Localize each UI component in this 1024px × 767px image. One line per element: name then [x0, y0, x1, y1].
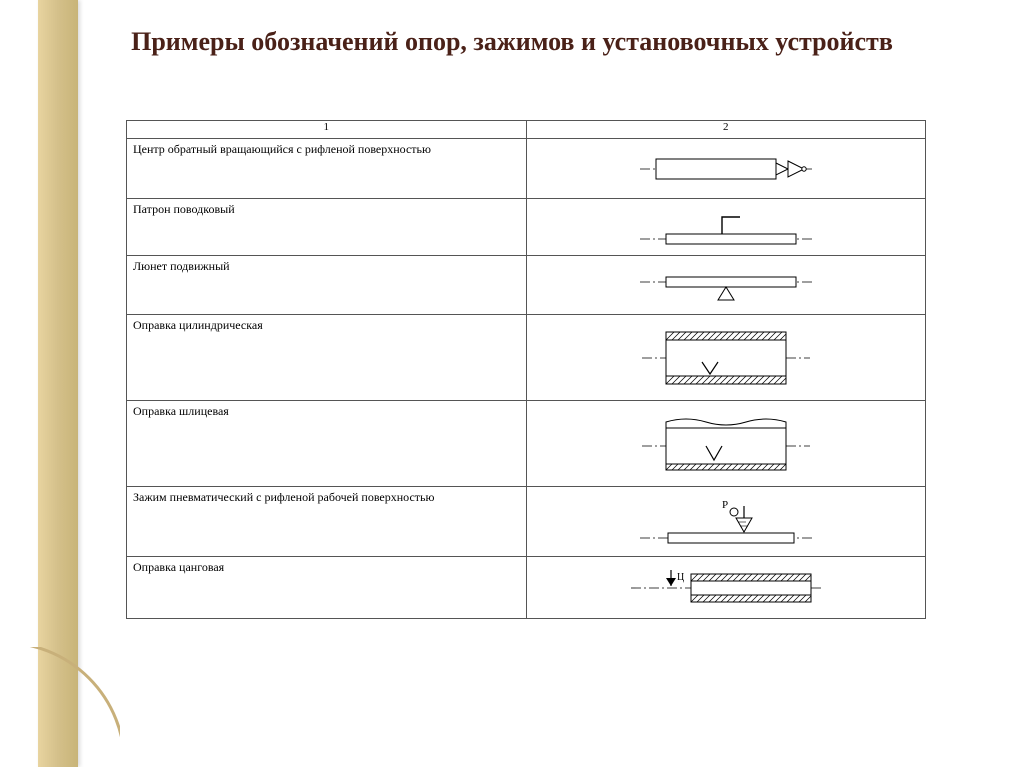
row-description: Патрон поводковый [127, 199, 527, 256]
slide-title: Примеры обозначений опор, зажимов и уста… [0, 0, 1024, 73]
row-description: Люнет подвижный [127, 256, 527, 315]
svg-text:P: P [722, 499, 728, 511]
row-symbol [526, 315, 926, 401]
corner-arc-decoration [0, 647, 120, 767]
svg-text:Ц: Ц [677, 572, 684, 583]
table-row: Оправка шлицевая [127, 401, 926, 487]
row-symbol [526, 256, 926, 315]
row-symbol: P [526, 487, 926, 557]
row-symbol: Ц [526, 557, 926, 619]
table-row: Оправка цилиндрическая [127, 315, 926, 401]
table-row: Оправка цанговая Ц [127, 557, 926, 619]
row-description: Оправка цилиндрическая [127, 315, 527, 401]
col-header-1: 1 [127, 121, 527, 139]
col-header-2: 2 [526, 121, 926, 139]
table-row: Патрон поводковый [127, 199, 926, 256]
symbols-table-wrap: 1 2 Центр обратный вращающийся с рифлено… [126, 120, 926, 619]
row-symbol [526, 139, 926, 199]
row-description: Зажим пневматический с рифленой рабочей … [127, 487, 527, 557]
table-row: Люнет подвижный [127, 256, 926, 315]
table-row: Зажим пневматический с рифленой рабочей … [127, 487, 926, 557]
row-description: Оправка цанговая [127, 557, 527, 619]
table-row: Центр обратный вращающийся с рифленой по… [127, 139, 926, 199]
symbols-table: 1 2 Центр обратный вращающийся с рифлено… [126, 120, 926, 619]
row-symbol [526, 401, 926, 487]
row-description: Оправка шлицевая [127, 401, 527, 487]
row-description: Центр обратный вращающийся с рифленой по… [127, 139, 527, 199]
row-symbol [526, 199, 926, 256]
